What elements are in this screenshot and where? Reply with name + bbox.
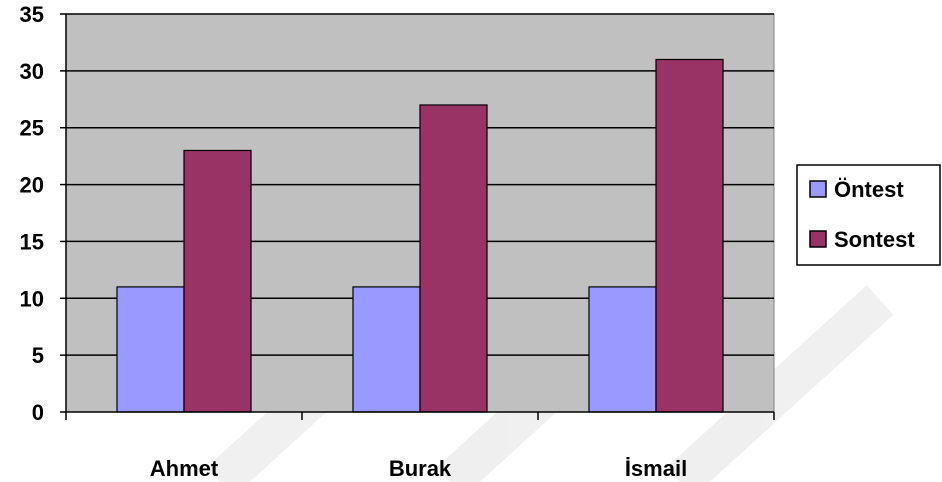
y-tick-label: 25 xyxy=(20,116,44,141)
bar-ntest-2 xyxy=(588,286,657,413)
bar-sontest-2 xyxy=(655,58,724,413)
x-tick-label: Ahmet xyxy=(150,456,219,481)
y-tick-label: 15 xyxy=(20,229,44,254)
legend-label-ontest: Öntest xyxy=(834,177,904,202)
bar-ntest-1 xyxy=(352,286,421,413)
y-tick-label: 35 xyxy=(20,2,44,27)
y-tick-label: 20 xyxy=(20,173,44,198)
y-tick-label: 0 xyxy=(32,400,44,425)
y-tick-label: 5 xyxy=(32,343,44,368)
bar-ntest-0 xyxy=(116,286,185,413)
legend-label-sontest: Sontest xyxy=(834,227,915,252)
x-tick-label: İsmail xyxy=(625,456,687,481)
y-axis-ticks: 0 5 10 15 20 25 30 35 xyxy=(20,2,66,425)
x-tick-label: Burak xyxy=(389,456,452,481)
x-axis-ticks: Ahmet Burak İsmail xyxy=(65,412,775,481)
y-tick-label: 10 xyxy=(20,286,44,311)
legend-swatch-ontest xyxy=(809,180,827,198)
bar-sontest-0 xyxy=(183,149,252,413)
legend: Öntest Sontest xyxy=(796,164,941,266)
y-tick-label: 30 xyxy=(20,59,44,84)
legend-swatch-sontest xyxy=(809,230,827,248)
bar-sontest-1 xyxy=(419,104,488,413)
